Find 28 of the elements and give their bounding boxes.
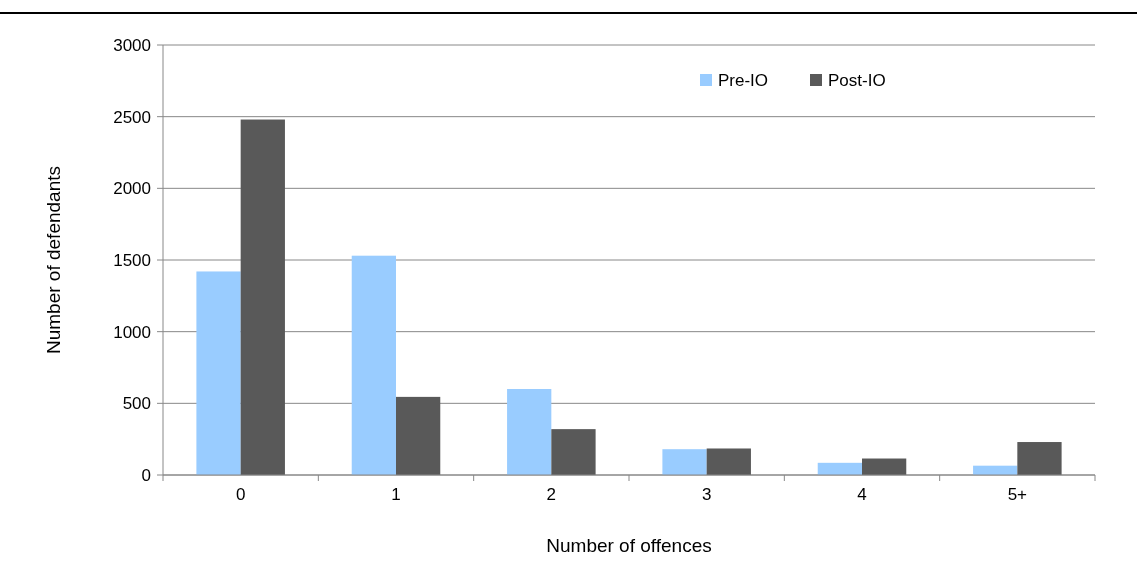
bar <box>396 396 441 475</box>
legend-label: Pre-IO <box>718 71 769 90</box>
y-tick-label: 2000 <box>113 179 151 199</box>
y-tick-label: 2500 <box>113 107 151 127</box>
bar <box>196 271 241 475</box>
legend-label: Post-IO <box>828 71 886 90</box>
y-tick-label: 0 <box>141 466 151 485</box>
bar <box>662 449 707 475</box>
x-tick-label: 0 <box>235 485 246 504</box>
x-tick-label: 2 <box>546 485 557 504</box>
x-tick-label: 1 <box>391 485 401 504</box>
x-tick-label: 4 <box>857 485 867 504</box>
bar <box>240 119 285 475</box>
y-axis-title: Number of defendants <box>43 165 64 355</box>
y-tick-label: 500 <box>122 394 151 414</box>
bar <box>862 458 907 475</box>
bar <box>507 389 552 475</box>
bar <box>706 448 751 475</box>
x-axis-title: Number of offences <box>546 535 712 556</box>
bar <box>817 462 862 475</box>
bar <box>1017 442 1062 475</box>
bar <box>351 255 396 475</box>
y-tick-label: 3000 <box>113 36 151 55</box>
bar <box>551 429 596 475</box>
y-tick-label: 1000 <box>113 322 151 342</box>
x-tick-label: 3 <box>701 485 712 504</box>
y-tick-label: 1500 <box>113 251 151 270</box>
x-tick-label: 5+ <box>1007 485 1028 504</box>
